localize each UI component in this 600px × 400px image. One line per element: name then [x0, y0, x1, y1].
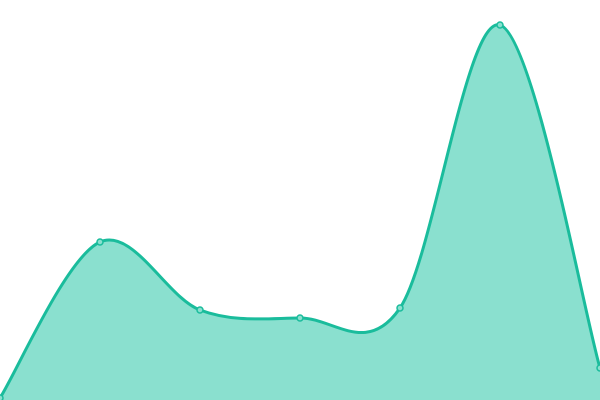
- area-fill: [0, 24, 600, 400]
- data-point: [96, 238, 104, 246]
- data-points: [0, 21, 600, 400]
- data-point: [396, 304, 404, 312]
- data-point: [496, 21, 504, 29]
- data-point: [0, 394, 4, 400]
- data-point: [596, 364, 600, 372]
- data-point: [296, 314, 304, 322]
- data-point: [196, 306, 204, 314]
